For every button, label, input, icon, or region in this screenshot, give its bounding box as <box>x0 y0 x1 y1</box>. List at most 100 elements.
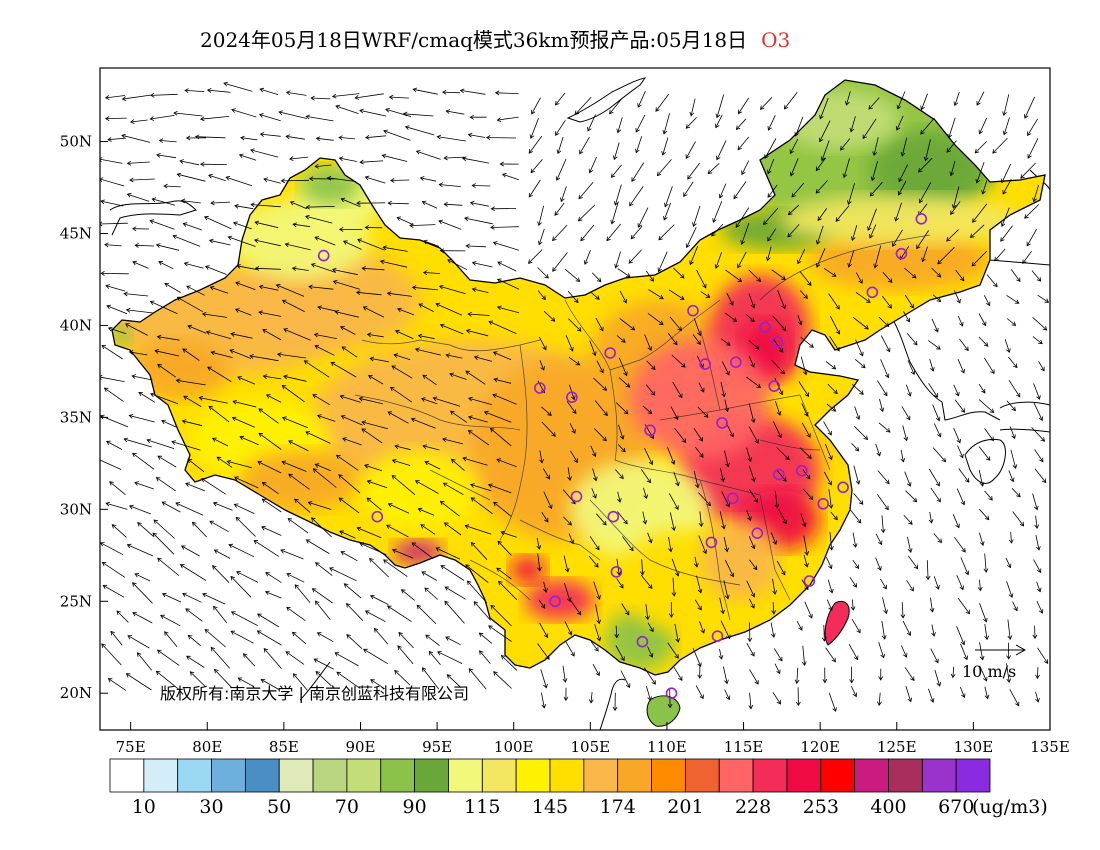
wind-arrow <box>735 207 750 228</box>
wind-arrow <box>933 533 942 544</box>
legend-swatch <box>684 758 720 793</box>
wind-arrow <box>537 643 550 660</box>
wind-arrow <box>881 295 892 309</box>
wind-arrow <box>158 260 174 270</box>
wind-arrow <box>331 267 358 276</box>
wind-arrow <box>674 427 687 444</box>
station-marker <box>549 595 561 608</box>
wind-arrow <box>815 225 824 245</box>
wind-arrow <box>687 162 701 180</box>
wind-arrow <box>236 264 257 270</box>
wind-arrow <box>382 245 408 252</box>
wind-arrow <box>791 182 805 198</box>
wind-arrow <box>439 248 466 254</box>
wind-arrow <box>339 394 361 403</box>
wind-arrow <box>931 624 936 637</box>
wind-arrow <box>342 240 362 250</box>
wind-arrow <box>468 668 487 690</box>
wind-arrow <box>285 90 307 96</box>
wind-arrow <box>492 241 520 251</box>
wind-arrow <box>235 516 256 537</box>
wind-arrow <box>773 421 782 439</box>
wind-arrow <box>804 601 813 619</box>
legend-swatch <box>921 758 957 793</box>
wind-arrow <box>925 560 931 581</box>
wind-arrow <box>855 272 863 284</box>
wind-arrow <box>387 200 409 206</box>
wind-arrow <box>182 348 200 361</box>
wind-arrow <box>827 579 834 594</box>
wind-arrow <box>256 630 282 646</box>
wind-arrow <box>198 395 228 404</box>
wind-arrow <box>469 200 489 207</box>
wind-arrow <box>567 467 572 481</box>
wind-arrow <box>138 392 156 403</box>
wind-arrow <box>106 304 128 315</box>
wind-arrow <box>414 480 439 494</box>
wind-arrow <box>746 643 755 657</box>
wind-arrow <box>646 685 652 702</box>
wind-arrow <box>424 460 441 470</box>
wind-arrow <box>104 116 127 121</box>
wind-arrow <box>773 648 783 662</box>
wind-arrow <box>689 98 696 117</box>
wind-arrow <box>237 677 254 687</box>
wind-arrow <box>537 228 545 246</box>
wind-arrow <box>851 443 860 452</box>
wind-arrow <box>180 198 201 204</box>
legend-swatch <box>617 758 652 793</box>
wind-arrow <box>393 353 411 361</box>
wind-arrow <box>394 444 411 451</box>
wind-arrow <box>918 182 932 204</box>
wind-arrow <box>370 595 389 606</box>
lat-tick-label: 30N <box>60 500 92 518</box>
wind-arrow <box>617 491 622 503</box>
legend-swatch <box>786 758 822 793</box>
wind-arrow <box>486 135 517 141</box>
wind-arrow <box>1008 379 1021 398</box>
wind-arrow <box>748 340 760 350</box>
wind-arrow <box>696 270 707 289</box>
wind-arrow <box>905 686 913 703</box>
wind-arrow <box>201 478 226 495</box>
wind-arrow <box>234 308 252 316</box>
wind-arrow <box>596 360 604 374</box>
wind-arrow <box>1001 163 1012 184</box>
wind-arrow <box>310 95 331 101</box>
wind-arrow <box>101 643 122 666</box>
wind-arrow <box>386 291 412 297</box>
wind-arrow <box>610 164 622 178</box>
wind-arrow <box>179 159 200 166</box>
wind-arrow <box>1008 531 1014 544</box>
station-marker <box>687 304 699 317</box>
wind-arrow <box>640 574 653 590</box>
wind-arrow <box>721 361 730 376</box>
wind-arrow <box>1031 427 1046 442</box>
wind-arrow <box>848 644 859 661</box>
station-marker <box>759 321 771 334</box>
wind-arrow <box>900 449 906 463</box>
wind-arrow <box>478 650 491 664</box>
wind-arrow <box>972 203 988 223</box>
wind-arrow <box>100 177 125 187</box>
wind-arrow <box>920 117 935 135</box>
wind-arrow <box>334 310 359 318</box>
wind-arrow <box>748 465 756 483</box>
wind-arrow <box>216 456 233 468</box>
wind-arrow <box>901 406 911 421</box>
wind-arrow <box>824 471 832 486</box>
species-label: O3 <box>761 28 791 52</box>
legend-swatch <box>481 758 517 793</box>
wind-arrow <box>388 94 409 100</box>
wind-arrow <box>316 632 334 643</box>
wind-arrow <box>106 440 123 450</box>
wind-arrow <box>175 502 204 516</box>
wind-arrow <box>258 310 282 317</box>
wind-arrow <box>527 249 543 264</box>
wind-arrow <box>902 620 911 636</box>
wind-arrow <box>619 318 636 331</box>
wind-arrow <box>917 157 933 173</box>
wind-arrow <box>1032 336 1043 345</box>
wind-arrow <box>126 543 154 557</box>
wind-arrow <box>700 291 711 298</box>
